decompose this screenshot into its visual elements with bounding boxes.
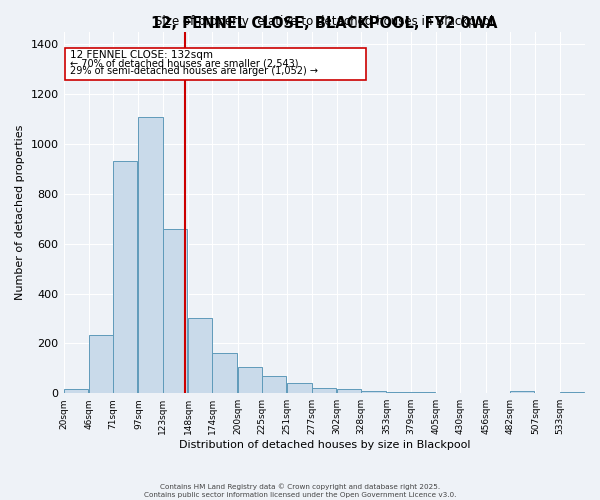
Title: 12, FENNEL CLOSE, BLACKPOOL, FY2 0WA: 12, FENNEL CLOSE, BLACKPOOL, FY2 0WA — [151, 16, 497, 30]
Bar — [113, 162, 137, 393]
Bar — [386, 392, 411, 393]
Text: Size of property relative to detached houses in Blackpool: Size of property relative to detached ho… — [155, 15, 493, 28]
Bar — [212, 354, 237, 393]
Bar — [238, 367, 262, 393]
X-axis label: Distribution of detached houses by size in Blackpool: Distribution of detached houses by size … — [179, 440, 470, 450]
Bar — [287, 383, 311, 393]
Text: 12 FENNEL CLOSE: 132sqm: 12 FENNEL CLOSE: 132sqm — [70, 50, 214, 60]
Bar — [89, 334, 113, 393]
Bar — [139, 116, 163, 393]
Bar — [560, 392, 584, 393]
FancyBboxPatch shape — [65, 48, 366, 80]
Bar — [510, 391, 535, 393]
Bar — [311, 388, 336, 393]
Bar — [411, 392, 435, 393]
Bar — [163, 228, 187, 393]
Bar — [337, 390, 361, 393]
Bar — [64, 390, 88, 393]
Text: ← 70% of detached houses are smaller (2,543): ← 70% of detached houses are smaller (2,… — [70, 58, 299, 68]
Text: Contains HM Land Registry data © Crown copyright and database right 2025.
Contai: Contains HM Land Registry data © Crown c… — [144, 484, 456, 498]
Bar — [188, 318, 212, 393]
Text: 29% of semi-detached houses are larger (1,052) →: 29% of semi-detached houses are larger (… — [70, 66, 319, 76]
Bar — [361, 390, 386, 393]
Bar — [262, 376, 286, 393]
Y-axis label: Number of detached properties: Number of detached properties — [15, 125, 25, 300]
